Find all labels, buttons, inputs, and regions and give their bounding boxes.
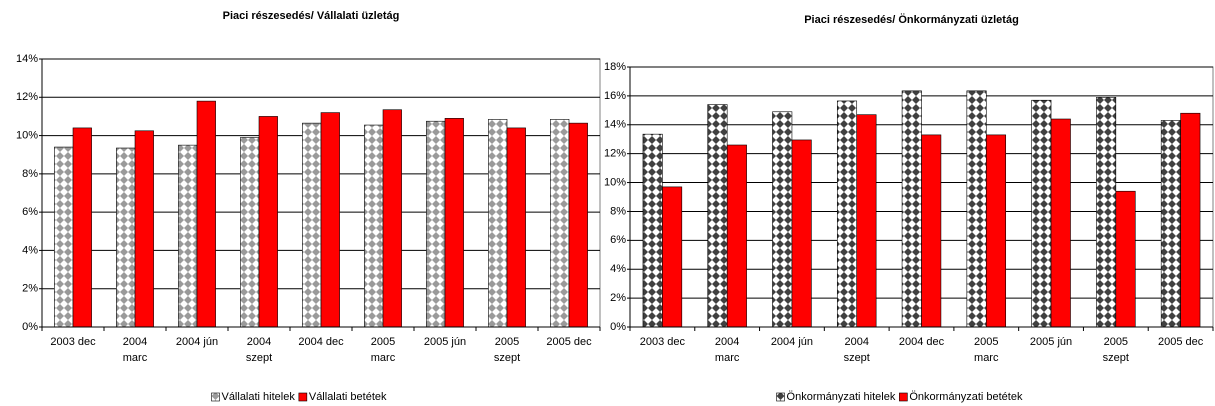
y-tick-label: 4% (22, 244, 38, 256)
bar (836, 100, 858, 328)
bar (488, 119, 508, 328)
bar (444, 118, 464, 328)
bar (302, 122, 322, 328)
bar (856, 114, 877, 328)
bar (921, 134, 942, 328)
bar (568, 122, 588, 328)
x-tick-label: 2005 marc (370, 336, 396, 364)
y-tick-label: 6% (22, 206, 38, 218)
bar (54, 146, 74, 328)
bar (1031, 99, 1052, 328)
y-tick-label: 12% (16, 91, 38, 103)
bar (1180, 112, 1201, 328)
bar (726, 144, 747, 328)
legend-label: Vállalati betétek (309, 391, 387, 403)
bar (196, 100, 216, 328)
y-tick-label: 0% (610, 321, 626, 333)
bar (240, 137, 260, 328)
x-tick-label: 2004 szept (843, 336, 870, 364)
bar (1050, 118, 1071, 328)
y-tick-label: 0% (22, 321, 38, 333)
bar (72, 127, 92, 328)
legend-swatch (298, 392, 308, 402)
bar (382, 109, 402, 328)
legend-swatch (211, 392, 220, 402)
bar (985, 134, 1007, 328)
y-tick-label: 6% (610, 234, 626, 246)
bar (426, 120, 446, 328)
legend: Vállalati hitelek Vállalati betétek (211, 391, 387, 403)
bar (1160, 120, 1181, 328)
legend-label: Vállalati hitelek (221, 391, 295, 403)
y-tick-label: 16% (604, 90, 626, 102)
x-tick-label: 2004 jún (175, 336, 219, 348)
y-tick-label: 10% (16, 129, 38, 141)
y-tick-label: 4% (610, 263, 626, 275)
x-tick-label: 2004 szept (245, 336, 273, 364)
y-tick-label: 18% (604, 61, 626, 73)
y-tick-label: 12% (604, 148, 626, 160)
y-tick-label: 14% (604, 119, 626, 131)
chart-title: Piaci részesedés/ Vállalati üzletág (223, 10, 400, 22)
x-tick-label: 2005 jún (1029, 336, 1073, 348)
bar (178, 144, 198, 328)
bar (707, 104, 728, 328)
y-tick-label: 2% (22, 283, 38, 295)
legend-swatch (776, 392, 785, 402)
bar (134, 130, 154, 328)
x-tick-label: 2005 dec (1157, 336, 1204, 348)
x-tick-label: 2003 dec (50, 336, 96, 348)
legend-label: Önkormányzati hitelek (787, 391, 896, 403)
bar (642, 133, 663, 328)
x-tick-label: 2005 dec (546, 336, 592, 348)
bar (258, 116, 278, 328)
bar (901, 90, 922, 328)
bar (662, 186, 683, 328)
bar (116, 147, 136, 328)
y-tick-label: 10% (604, 176, 626, 188)
x-tick-label: 2004 jún (770, 336, 814, 348)
legend: Önkormányzati hitelek Önkormányzati betét… (776, 391, 1023, 403)
x-tick-label: 2005 szept (1102, 336, 1129, 364)
bar (1096, 97, 1117, 328)
bar (550, 119, 570, 328)
x-tick-label: 2004 dec (298, 336, 344, 348)
y-tick-label: 2% (610, 292, 626, 304)
x-tick-label: 2003 dec (639, 336, 686, 348)
legend-swatch (899, 392, 908, 402)
bar (320, 112, 340, 328)
y-tick-label: 8% (22, 168, 38, 180)
bar (772, 111, 793, 328)
x-tick-label: 2004 marc (122, 336, 148, 364)
bar (966, 90, 987, 328)
chart-title: Piaci részesedés/ Önkormányzati üzletág (804, 13, 1019, 26)
bar (506, 127, 526, 328)
x-tick-label: 2004 marc (714, 336, 740, 364)
x-tick-label: 2004 dec (898, 336, 945, 348)
bar (364, 124, 384, 328)
x-tick-label: 2005 marc (974, 336, 999, 364)
bar (1115, 190, 1136, 328)
y-tick-label: 8% (610, 205, 626, 217)
bar (791, 139, 812, 328)
x-tick-label: 2005 szept (493, 336, 521, 364)
y-tick-label: 14% (16, 53, 38, 65)
legend-label: Önkormányzati betétek (909, 391, 1023, 403)
x-tick-label: 2005 jún (423, 336, 467, 348)
